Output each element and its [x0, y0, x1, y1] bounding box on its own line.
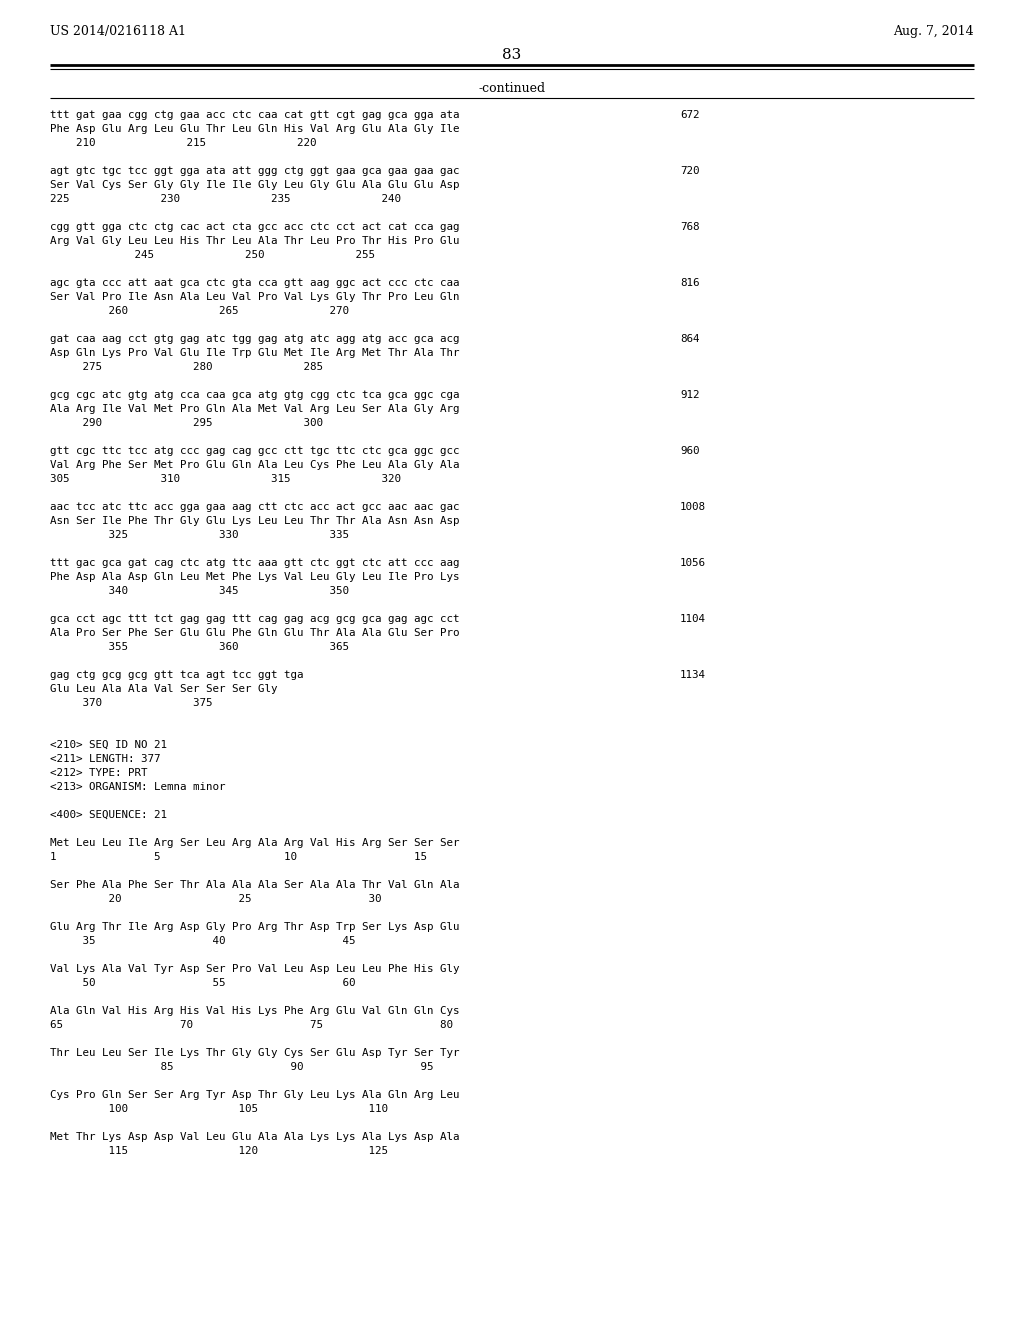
Text: 370              375: 370 375 — [50, 698, 213, 708]
Text: Phe Asp Ala Asp Gln Leu Met Phe Lys Val Leu Gly Leu Ile Pro Lys: Phe Asp Ala Asp Gln Leu Met Phe Lys Val … — [50, 572, 460, 582]
Text: 355              360              365: 355 360 365 — [50, 642, 349, 652]
Text: 1134: 1134 — [680, 671, 706, 680]
Text: 340              345              350: 340 345 350 — [50, 586, 349, 597]
Text: 816: 816 — [680, 279, 699, 288]
Text: 672: 672 — [680, 110, 699, 120]
Text: aac tcc atc ttc acc gga gaa aag ctt ctc acc act gcc aac aac gac: aac tcc atc ttc acc gga gaa aag ctt ctc … — [50, 502, 460, 512]
Text: Met Thr Lys Asp Asp Val Leu Glu Ala Ala Lys Lys Ala Lys Asp Ala: Met Thr Lys Asp Asp Val Leu Glu Ala Ala … — [50, 1133, 460, 1142]
Text: Phe Asp Glu Arg Leu Glu Thr Leu Gln His Val Arg Glu Ala Gly Ile: Phe Asp Glu Arg Leu Glu Thr Leu Gln His … — [50, 124, 460, 135]
Text: gcg cgc atc gtg atg cca caa gca atg gtg cgg ctc tca gca ggc cga: gcg cgc atc gtg atg cca caa gca atg gtg … — [50, 389, 460, 400]
Text: gca cct agc ttt tct gag gag ttt cag gag acg gcg gca gag agc cct: gca cct agc ttt tct gag gag ttt cag gag … — [50, 614, 460, 624]
Text: 1056: 1056 — [680, 558, 706, 568]
Text: 305              310              315              320: 305 310 315 320 — [50, 474, 401, 484]
Text: Asp Gln Lys Pro Val Glu Ile Trp Glu Met Ile Arg Met Thr Ala Thr: Asp Gln Lys Pro Val Glu Ile Trp Glu Met … — [50, 348, 460, 358]
Text: 290              295              300: 290 295 300 — [50, 418, 323, 428]
Text: 115                 120                 125: 115 120 125 — [50, 1146, 388, 1156]
Text: gtt cgc ttc tcc atg ccc gag cag gcc ctt tgc ttc ctc gca ggc gcc: gtt cgc ttc tcc atg ccc gag cag gcc ctt … — [50, 446, 460, 455]
Text: 210              215              220: 210 215 220 — [50, 139, 316, 148]
Text: -continued: -continued — [478, 82, 546, 95]
Text: 768: 768 — [680, 222, 699, 232]
Text: <211> LENGTH: 377: <211> LENGTH: 377 — [50, 754, 161, 764]
Text: 275              280              285: 275 280 285 — [50, 362, 323, 372]
Text: Val Arg Phe Ser Met Pro Glu Gln Ala Leu Cys Phe Leu Ala Gly Ala: Val Arg Phe Ser Met Pro Glu Gln Ala Leu … — [50, 459, 460, 470]
Text: <400> SEQUENCE: 21: <400> SEQUENCE: 21 — [50, 810, 167, 820]
Text: 720: 720 — [680, 166, 699, 176]
Text: agt gtc tgc tcc ggt gga ata att ggg ctg ggt gaa gca gaa gaa gac: agt gtc tgc tcc ggt gga ata att ggg ctg … — [50, 166, 460, 176]
Text: gag ctg gcg gcg gtt tca agt tcc ggt tga: gag ctg gcg gcg gtt tca agt tcc ggt tga — [50, 671, 303, 680]
Text: Cys Pro Gln Ser Ser Arg Tyr Asp Thr Gly Leu Lys Ala Gln Arg Leu: Cys Pro Gln Ser Ser Arg Tyr Asp Thr Gly … — [50, 1090, 460, 1100]
Text: Ala Pro Ser Phe Ser Glu Glu Phe Gln Glu Thr Ala Ala Glu Ser Pro: Ala Pro Ser Phe Ser Glu Glu Phe Gln Glu … — [50, 628, 460, 638]
Text: Ser Val Pro Ile Asn Ala Leu Val Pro Val Lys Gly Thr Pro Leu Gln: Ser Val Pro Ile Asn Ala Leu Val Pro Val … — [50, 292, 460, 302]
Text: 83: 83 — [503, 48, 521, 62]
Text: Thr Leu Leu Ser Ile Lys Thr Gly Gly Cys Ser Glu Asp Tyr Ser Tyr: Thr Leu Leu Ser Ile Lys Thr Gly Gly Cys … — [50, 1048, 460, 1059]
Text: US 2014/0216118 A1: US 2014/0216118 A1 — [50, 25, 186, 38]
Text: 225              230              235              240: 225 230 235 240 — [50, 194, 401, 205]
Text: <210> SEQ ID NO 21: <210> SEQ ID NO 21 — [50, 741, 167, 750]
Text: Val Lys Ala Val Tyr Asp Ser Pro Val Leu Asp Leu Leu Phe His Gly: Val Lys Ala Val Tyr Asp Ser Pro Val Leu … — [50, 964, 460, 974]
Text: 912: 912 — [680, 389, 699, 400]
Text: Glu Arg Thr Ile Arg Asp Gly Pro Arg Thr Asp Trp Ser Lys Asp Glu: Glu Arg Thr Ile Arg Asp Gly Pro Arg Thr … — [50, 921, 460, 932]
Text: <212> TYPE: PRT: <212> TYPE: PRT — [50, 768, 147, 777]
Text: Ala Gln Val His Arg His Val His Lys Phe Arg Glu Val Gln Gln Cys: Ala Gln Val His Arg His Val His Lys Phe … — [50, 1006, 460, 1016]
Text: 325              330              335: 325 330 335 — [50, 531, 349, 540]
Text: Met Leu Leu Ile Arg Ser Leu Arg Ala Arg Val His Arg Ser Ser Ser: Met Leu Leu Ile Arg Ser Leu Arg Ala Arg … — [50, 838, 460, 847]
Text: Ser Phe Ala Phe Ser Thr Ala Ala Ala Ser Ala Ala Thr Val Gln Ala: Ser Phe Ala Phe Ser Thr Ala Ala Ala Ser … — [50, 880, 460, 890]
Text: cgg gtt gga ctc ctg cac act cta gcc acc ctc cct act cat cca gag: cgg gtt gga ctc ctg cac act cta gcc acc … — [50, 222, 460, 232]
Text: Glu Leu Ala Ala Val Ser Ser Ser Gly: Glu Leu Ala Ala Val Ser Ser Ser Gly — [50, 684, 278, 694]
Text: 85                  90                  95: 85 90 95 — [50, 1063, 433, 1072]
Text: Aug. 7, 2014: Aug. 7, 2014 — [893, 25, 974, 38]
Text: <213> ORGANISM: Lemna minor: <213> ORGANISM: Lemna minor — [50, 781, 225, 792]
Text: Arg Val Gly Leu Leu His Thr Leu Ala Thr Leu Pro Thr His Pro Glu: Arg Val Gly Leu Leu His Thr Leu Ala Thr … — [50, 236, 460, 246]
Text: 960: 960 — [680, 446, 699, 455]
Text: Ser Val Cys Ser Gly Gly Ile Ile Gly Leu Gly Glu Ala Glu Glu Asp: Ser Val Cys Ser Gly Gly Ile Ile Gly Leu … — [50, 180, 460, 190]
Text: 20                  25                  30: 20 25 30 — [50, 894, 382, 904]
Text: 1               5                   10                  15: 1 5 10 15 — [50, 851, 427, 862]
Text: 864: 864 — [680, 334, 699, 345]
Text: 1008: 1008 — [680, 502, 706, 512]
Text: 1104: 1104 — [680, 614, 706, 624]
Text: 260              265              270: 260 265 270 — [50, 306, 349, 315]
Text: agc gta ccc att aat gca ctc gta cca gtt aag ggc act ccc ctc caa: agc gta ccc att aat gca ctc gta cca gtt … — [50, 279, 460, 288]
Text: 100                 105                 110: 100 105 110 — [50, 1104, 388, 1114]
Text: ttt gat gaa cgg ctg gaa acc ctc caa cat gtt cgt gag gca gga ata: ttt gat gaa cgg ctg gaa acc ctc caa cat … — [50, 110, 460, 120]
Text: gat caa aag cct gtg gag atc tgg gag atg atc agg atg acc gca acg: gat caa aag cct gtg gag atc tgg gag atg … — [50, 334, 460, 345]
Text: 35                  40                  45: 35 40 45 — [50, 936, 355, 946]
Text: ttt gac gca gat cag ctc atg ttc aaa gtt ctc ggt ctc att ccc aag: ttt gac gca gat cag ctc atg ttc aaa gtt … — [50, 558, 460, 568]
Text: 65                  70                  75                  80: 65 70 75 80 — [50, 1020, 453, 1030]
Text: Ala Arg Ile Val Met Pro Gln Ala Met Val Arg Leu Ser Ala Gly Arg: Ala Arg Ile Val Met Pro Gln Ala Met Val … — [50, 404, 460, 414]
Text: Asn Ser Ile Phe Thr Gly Glu Lys Leu Leu Thr Thr Ala Asn Asn Asp: Asn Ser Ile Phe Thr Gly Glu Lys Leu Leu … — [50, 516, 460, 525]
Text: 50                  55                  60: 50 55 60 — [50, 978, 355, 987]
Text: 245              250              255: 245 250 255 — [50, 249, 375, 260]
